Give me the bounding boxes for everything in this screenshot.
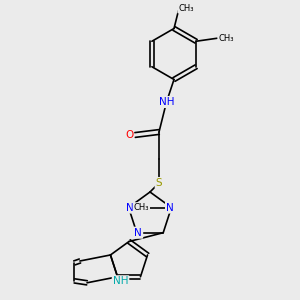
Text: N: N — [134, 228, 142, 238]
Text: NH: NH — [113, 276, 128, 286]
Text: NH: NH — [159, 97, 174, 107]
Text: CH₃: CH₃ — [178, 4, 194, 13]
Text: CH₃: CH₃ — [218, 34, 234, 43]
Text: O: O — [125, 130, 133, 140]
Text: N: N — [166, 202, 174, 212]
Text: N: N — [126, 202, 134, 212]
Text: CH₃: CH₃ — [134, 203, 149, 212]
Text: S: S — [156, 178, 162, 188]
